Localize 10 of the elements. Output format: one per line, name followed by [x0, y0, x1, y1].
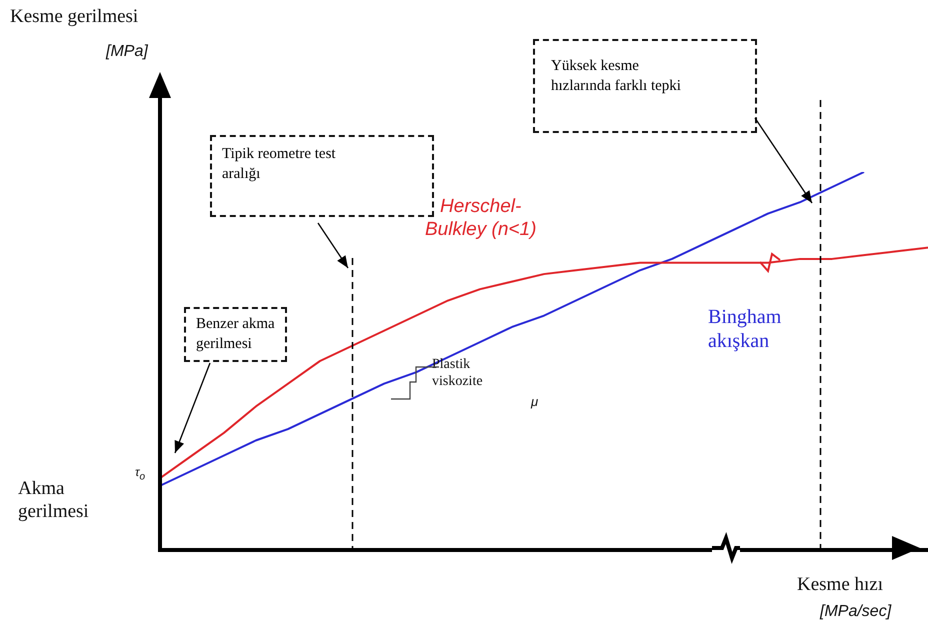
text: Kesme gerilmesi [MPa] — [10, 6, 148, 62]
annotation: Plastik viskozite — [432, 357, 483, 391]
text: Yüksek kesme hızlarında farklı tepki — [533, 39, 757, 133]
text: τ$_{o}$ — [135, 465, 146, 484]
text: Bingham akışkan — [708, 305, 782, 353]
text: Akma gerilmesi — [18, 478, 89, 524]
annotation: Benzer akma gerilmesi — [184, 307, 287, 362]
x-axis-title: Kesme hızı [MPa/sec] — [797, 574, 892, 622]
annotation: μ — [531, 394, 538, 410]
annotation: Tipik reometre test aralığı — [210, 135, 434, 217]
